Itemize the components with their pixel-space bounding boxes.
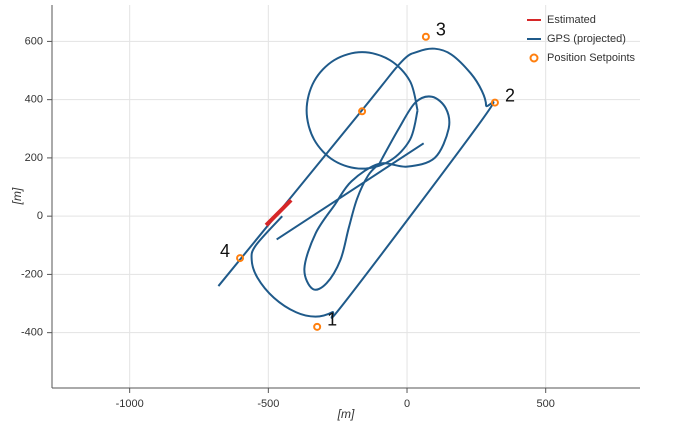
legend-label: Estimated — [547, 14, 596, 26]
x-tick-label: -1000 — [116, 398, 144, 410]
setpoint — [236, 254, 245, 263]
setpoint-label: 2 — [505, 85, 515, 105]
gps-track — [264, 198, 293, 227]
y-axis-label: [m] — [10, 187, 24, 205]
setpoint — [421, 32, 430, 41]
y-tick-label: 200 — [25, 152, 43, 164]
setpoint — [313, 322, 322, 331]
setpoint — [490, 98, 499, 107]
legend-label: Position Setpoints — [547, 52, 636, 64]
x-axis-label: [m] — [337, 407, 355, 421]
setpoint-label: 4 — [220, 241, 230, 261]
setpoint-label: 1 — [327, 310, 337, 330]
y-tick-label: 600 — [25, 35, 43, 47]
legend-marker — [529, 53, 539, 63]
y-tick-label: -200 — [21, 268, 43, 280]
x-tick-label: -500 — [257, 398, 279, 410]
x-tick-label: 0 — [404, 398, 410, 410]
gps-track — [217, 47, 495, 319]
setpoint — [358, 107, 367, 116]
x-tick-label: 500 — [537, 398, 555, 410]
y-tick-label: -400 — [21, 327, 43, 339]
legend-label: GPS (projected) — [547, 33, 626, 45]
y-tick-label: 400 — [25, 94, 43, 106]
setpoint-label: 3 — [436, 19, 446, 39]
y-tick-label: 0 — [37, 210, 43, 222]
